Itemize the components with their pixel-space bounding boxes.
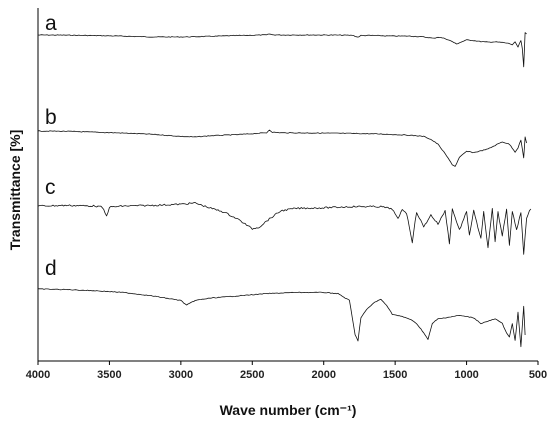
spectrum-line-d	[37, 288, 526, 348]
series-label-c: c	[45, 176, 56, 199]
series-label-b: b	[45, 106, 57, 129]
plot-area	[37, 8, 538, 362]
x-axis-title: Wave number (cm⁻¹)	[220, 402, 357, 418]
x-tick-label: 2500	[240, 369, 264, 381]
x-tick-label: 1500	[383, 369, 407, 381]
spectrum-line-a	[37, 32, 527, 68]
x-tick-label: 500	[529, 369, 547, 381]
x-tick-label: 3500	[97, 369, 121, 381]
spectrum-line-c	[37, 202, 532, 255]
series-label-d: d	[45, 257, 57, 280]
series-label-a: a	[45, 12, 57, 35]
spectrum-line-b	[37, 129, 527, 167]
x-tick-label: 2000	[311, 369, 335, 381]
y-axis-title: Transmittance [%]	[7, 130, 23, 251]
x-ticks: 4000 3500 3000 2500 2000 1500 1000 500	[26, 361, 547, 381]
x-tick-label: 4000	[26, 369, 50, 381]
spectra	[37, 32, 532, 348]
x-tick-label: 1000	[454, 369, 478, 381]
x-tick-label: 3000	[169, 369, 193, 381]
